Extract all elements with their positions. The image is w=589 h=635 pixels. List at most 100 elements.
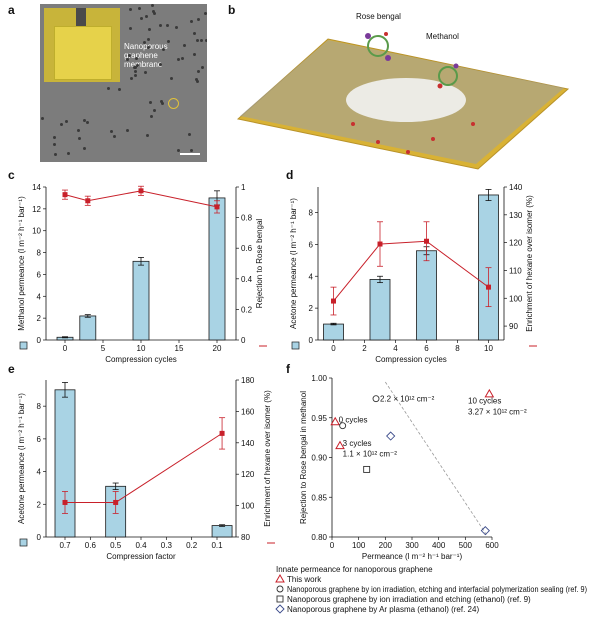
pore-dot: [201, 66, 205, 70]
x-tick-label: 15: [175, 344, 184, 353]
pore-dot: [107, 86, 111, 90]
y-tick-label-right: 120: [241, 470, 255, 479]
pore-dot: [125, 128, 129, 132]
panel-label-c: c: [8, 168, 15, 182]
tweezer-shape: [76, 8, 86, 30]
pore-dot: [110, 129, 114, 133]
pore-dot: [204, 11, 207, 15]
x-tick-label: 0.7: [59, 541, 71, 550]
rose-bengal-molecule: [365, 32, 391, 61]
trend-line: [384, 381, 489, 538]
x-tick-label: 0: [63, 344, 68, 353]
zoom-marker-circle: [168, 98, 179, 109]
y-axis-label-left: Acetone permeance (l m⁻² h⁻¹ bar⁻¹): [289, 198, 298, 329]
pore-dot: [135, 57, 139, 61]
x-tick-label: 6: [424, 344, 429, 353]
scatter-point-diamond: [386, 431, 396, 441]
y-tick-label: 0.85: [311, 493, 327, 502]
scatter-point-diamond: [480, 526, 490, 536]
membrane-film: [54, 26, 112, 80]
y-tick-label-right: 90: [509, 322, 518, 331]
y-tick-label-left: 4: [37, 468, 42, 477]
pore-dot: [197, 69, 201, 73]
pore-dot: [151, 4, 155, 8]
pore-dot: [83, 118, 87, 122]
pore-dot: [127, 53, 131, 57]
y-tick-label-right: 0: [241, 336, 246, 345]
panel-label-b: b: [228, 3, 236, 17]
pore-dot: [161, 101, 165, 105]
y-tick-label-left: 8: [309, 209, 314, 218]
y-tick-label-right: 130: [509, 211, 523, 220]
x-tick-label: 400: [432, 541, 446, 550]
pore-dot: [144, 70, 148, 74]
pore-dot: [133, 74, 137, 78]
methanol-molecule: [437, 63, 459, 89]
line-series: [333, 240, 489, 302]
pore-dot: [60, 122, 64, 126]
x-axis-label: Compression factor: [106, 552, 176, 561]
schematic-svg: [236, 32, 570, 170]
pore-dot: [41, 117, 45, 121]
legend-label: Nanoporous graphene by Ar plasma (ethano…: [287, 605, 479, 614]
panel-label-a: a: [8, 3, 15, 17]
line-point: [331, 298, 336, 304]
y-tick-label-right: 140: [509, 183, 523, 192]
pore-dot: [190, 149, 194, 153]
pore-dot: [138, 7, 142, 11]
pore-dot: [188, 133, 192, 137]
x-tick-label: 2: [362, 344, 367, 353]
y-tick-label: 0.90: [311, 454, 327, 463]
pore-dot: [76, 128, 80, 132]
x-tick-label: 0.1: [211, 541, 223, 550]
pore-dot: [52, 142, 56, 146]
y-tick-label-right: 100: [241, 502, 255, 511]
scatter-annotation: 3.27 × 10¹² cm⁻²: [468, 407, 527, 416]
x-axis-label: Compression cycles: [375, 355, 447, 364]
scatter-point-triangle: [335, 440, 345, 450]
pore-dot: [52, 135, 56, 139]
legend-marker-diamond: [275, 604, 285, 614]
x-tick-label: 300: [405, 541, 419, 550]
inset-label-line1: Nanoporous: [124, 42, 168, 51]
legend-marker-circle: [276, 585, 284, 593]
panel-label-f: f: [286, 362, 290, 376]
inset-label-line3: membrane: [124, 60, 163, 69]
y-tick-label-left: 6: [37, 270, 42, 279]
x-tick-label: 0.6: [85, 541, 97, 550]
y-axis-label-right: Enrichment of hexane over isomer (%): [263, 390, 272, 527]
x-tick-label: 0.2: [186, 541, 198, 550]
legend-label: This work: [287, 575, 322, 584]
pore-region: [346, 78, 466, 122]
line-point: [377, 241, 383, 247]
y-tick-label-left: 4: [309, 272, 314, 281]
pore-dot: [145, 15, 149, 19]
pore-dot: [136, 64, 140, 68]
line-point: [424, 238, 429, 244]
y-tick-label-left: 2: [37, 314, 42, 323]
pore-dot: [169, 77, 173, 81]
pore-dot: [128, 7, 132, 11]
x-tick-label: 100: [352, 541, 366, 550]
y-tick-label-left: 14: [32, 183, 41, 192]
y-tick-label-right: 100: [509, 294, 523, 303]
y-tick-label-left: 2: [37, 500, 42, 509]
y-tick-label-right: 160: [241, 407, 255, 416]
y-axis-label: Rejection to Rose bengal in methanol: [299, 391, 308, 524]
y-tick-label-left: 12: [32, 205, 41, 214]
scatter-point-triangle: [330, 416, 341, 426]
y-tick-label: 1.00: [311, 374, 327, 383]
pore-dot: [118, 88, 122, 92]
y-tick-label-right: 0.4: [241, 275, 253, 284]
pore-dot: [161, 48, 165, 52]
y-tick-label-left: 2: [309, 304, 314, 313]
legend-bar-swatch: [19, 341, 28, 350]
pore-dot: [143, 40, 147, 44]
legend-marker-triangle: [275, 573, 285, 583]
sem-image: Nanoporous graphene membrane: [40, 4, 207, 162]
pore-dot: [85, 121, 89, 125]
pore-dot: [183, 43, 187, 47]
legend-bar-swatch: [291, 341, 300, 350]
